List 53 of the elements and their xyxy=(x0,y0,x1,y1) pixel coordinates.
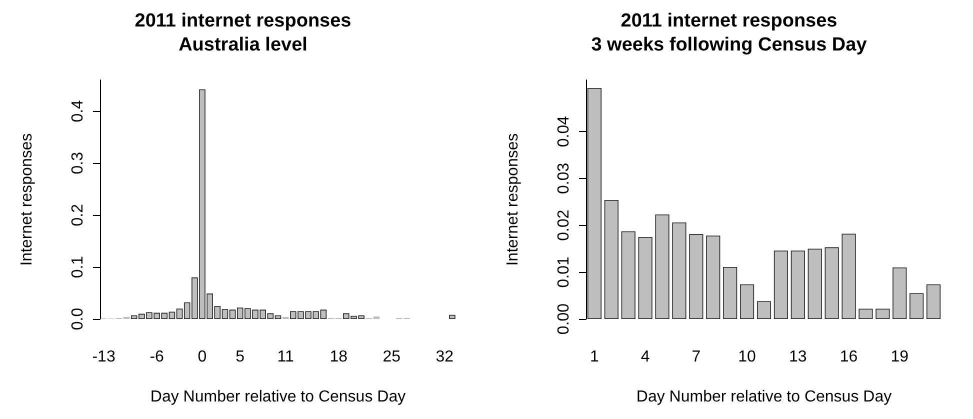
bar xyxy=(587,88,602,319)
y-tick-label: 0.1 xyxy=(70,256,86,278)
x-tick-label: 11 xyxy=(277,348,294,366)
y-tick-label: 0.2 xyxy=(70,204,86,226)
y-tick-label: 0.0 xyxy=(70,308,86,330)
y-tick-label: 0.00 xyxy=(556,303,572,335)
bar xyxy=(824,247,839,319)
bar xyxy=(449,314,456,319)
x-tick-label: 10 xyxy=(738,348,756,366)
x-axis-title: Day Number relative to Census Day xyxy=(636,388,892,406)
y-tick-label: 0.01 xyxy=(556,256,572,288)
bar xyxy=(723,266,738,319)
x-tick-label: 1 xyxy=(590,348,600,366)
bar xyxy=(842,234,856,319)
x-tick-label: -13 xyxy=(92,348,116,366)
x-tick-label: -6 xyxy=(150,348,164,366)
bar xyxy=(858,308,873,319)
chart-title: 2011 internet responses Australia level xyxy=(134,10,352,56)
x-tick-label: 5 xyxy=(236,348,245,366)
bar xyxy=(756,301,772,319)
y-tick-label: 0.04 xyxy=(556,116,572,148)
x-tick-label: 25 xyxy=(382,348,401,366)
x-axis-title: Day Number relative to Census Day xyxy=(150,388,406,406)
bar xyxy=(638,236,652,319)
bar xyxy=(926,284,941,319)
x-tick-label: 0 xyxy=(198,348,207,366)
x-tick-label: 19 xyxy=(890,348,909,366)
x-tick-label: 18 xyxy=(330,348,348,366)
y-tick-label: 0.3 xyxy=(70,152,86,174)
bar xyxy=(892,267,907,319)
bar xyxy=(604,200,618,319)
x-tick-label: 4 xyxy=(640,348,650,366)
bar xyxy=(706,236,720,319)
bar xyxy=(876,308,890,319)
bar xyxy=(655,214,670,319)
x-tick-label: 32 xyxy=(436,348,454,366)
y-axis-title: Internet responses xyxy=(18,133,36,266)
chart-title: 2011 internet responses 3 weeks following Census Day xyxy=(591,10,868,56)
bar xyxy=(808,248,822,319)
x-tick-label: 13 xyxy=(789,348,807,366)
bar xyxy=(740,284,754,319)
bar xyxy=(621,231,636,319)
bar xyxy=(774,250,788,319)
bar xyxy=(910,293,924,319)
y-axis-title: Internet responses xyxy=(504,133,522,266)
bar xyxy=(689,234,704,319)
y-tick-label: 0.02 xyxy=(556,210,572,241)
y-tick-label: 0.03 xyxy=(556,162,572,194)
x-tick-label: 16 xyxy=(840,348,858,366)
x-tick-label: 7 xyxy=(692,348,701,366)
y-tick-label: 0.4 xyxy=(70,100,86,122)
bar xyxy=(790,250,805,319)
bar xyxy=(672,222,686,319)
